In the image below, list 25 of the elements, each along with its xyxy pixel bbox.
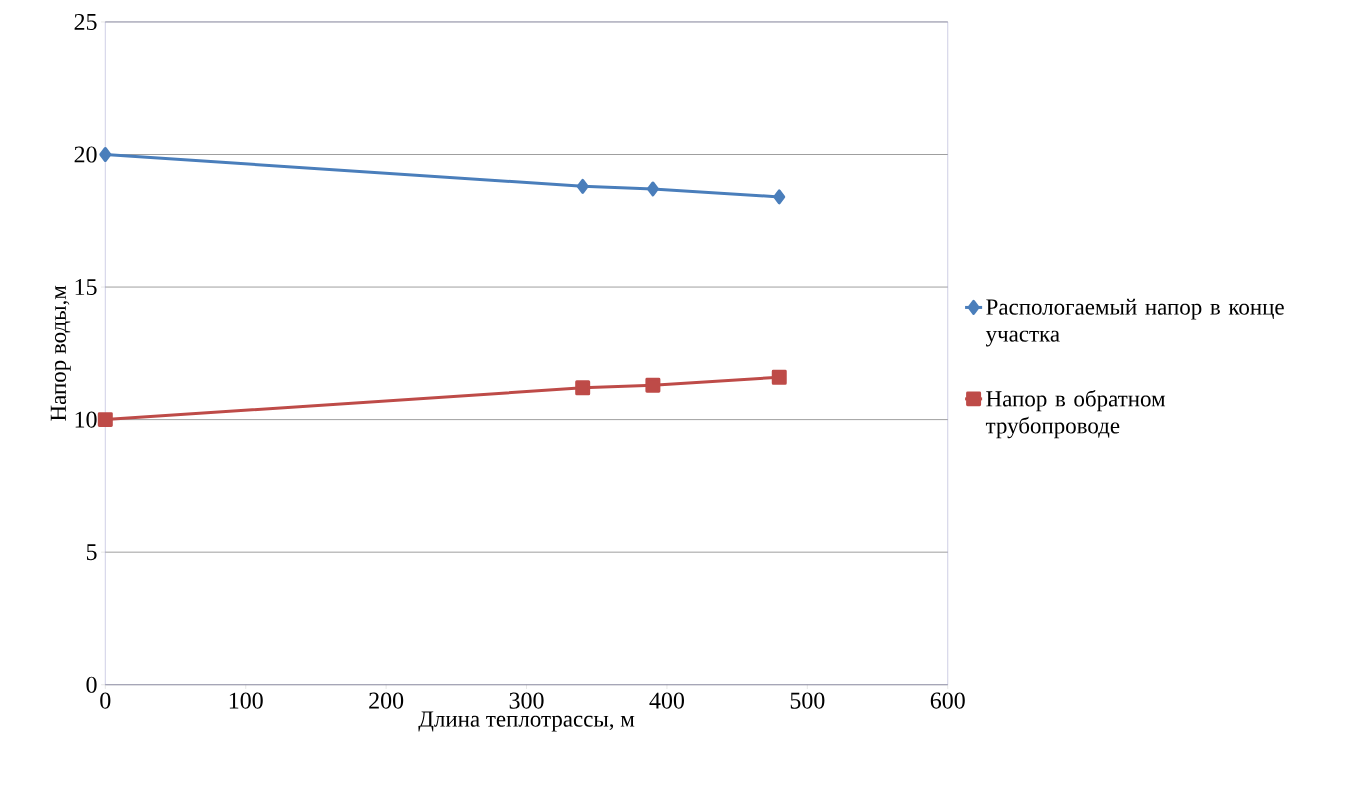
y-axis-title: Напор воды,м	[50, 285, 71, 422]
point	[576, 179, 589, 195]
x-tick-label: 400	[649, 692, 684, 709]
y-tick-label: 15	[75, 279, 97, 296]
x-tick-label: 0	[100, 692, 111, 709]
x-tick-label: 100	[229, 692, 263, 709]
y-tick-label: 20	[74, 146, 97, 163]
x-axis-title: Длина теплотрассы, м	[418, 711, 635, 732]
y-tick-label: 0	[86, 676, 97, 694]
legend-label: Распологаемый напор в конце участка	[985, 299, 1284, 347]
x-tick-label: 200	[369, 692, 404, 709]
point	[646, 181, 659, 197]
legend-label: Напор в обратном трубопроводе	[985, 390, 1166, 439]
y-tick-label: 5	[86, 544, 97, 561]
x-tick-label: 600	[930, 692, 965, 709]
x-tick-label: 500	[790, 692, 825, 709]
y-tick-label: 25	[74, 14, 97, 31]
point	[99, 147, 112, 163]
point	[97, 412, 113, 428]
point	[773, 189, 786, 205]
point	[771, 369, 787, 385]
point	[645, 377, 661, 393]
x-tick-label: 300	[509, 692, 544, 709]
point	[575, 380, 591, 396]
y-tick-label: 10	[75, 411, 97, 428]
